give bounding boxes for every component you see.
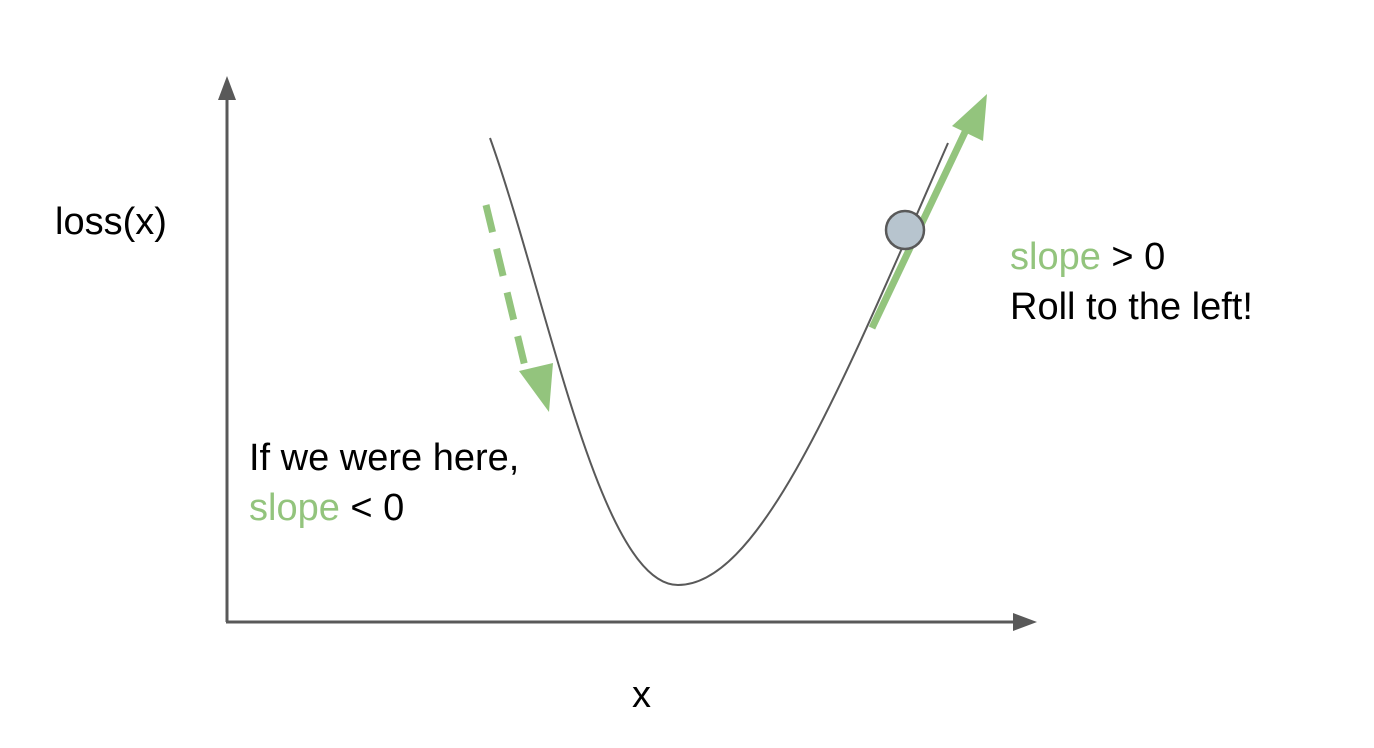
y-axis-arrowhead (218, 76, 236, 100)
left-slope-relation: < 0 (339, 487, 405, 529)
x-axis-label: x (632, 674, 651, 716)
left-slope-note: If we were here, slope < 0 (249, 433, 519, 533)
right-action-text: Roll to the left! (1010, 286, 1253, 328)
loss-curve (489, 137, 949, 587)
left-slope-word: slope (249, 487, 340, 529)
dashed-slope-arrow-head (519, 363, 553, 412)
solid-slope-arrow-head (952, 94, 987, 141)
right-slope-word: slope (1010, 236, 1101, 278)
dashed-slope-arrow-shaft (482, 204, 531, 376)
right-slope-relation: > 0 (1100, 236, 1166, 278)
right-slope-line: slope > 0 (1010, 232, 1253, 282)
right-slope-note: slope > 0 Roll to the left! (1010, 232, 1253, 332)
x-axis-arrowhead (1013, 613, 1037, 631)
left-note-line1: If we were here, (249, 437, 520, 479)
left-slope-line: slope < 0 (249, 483, 519, 533)
ball-icon (884, 209, 926, 251)
y-axis-label: loss(x) (55, 201, 167, 243)
